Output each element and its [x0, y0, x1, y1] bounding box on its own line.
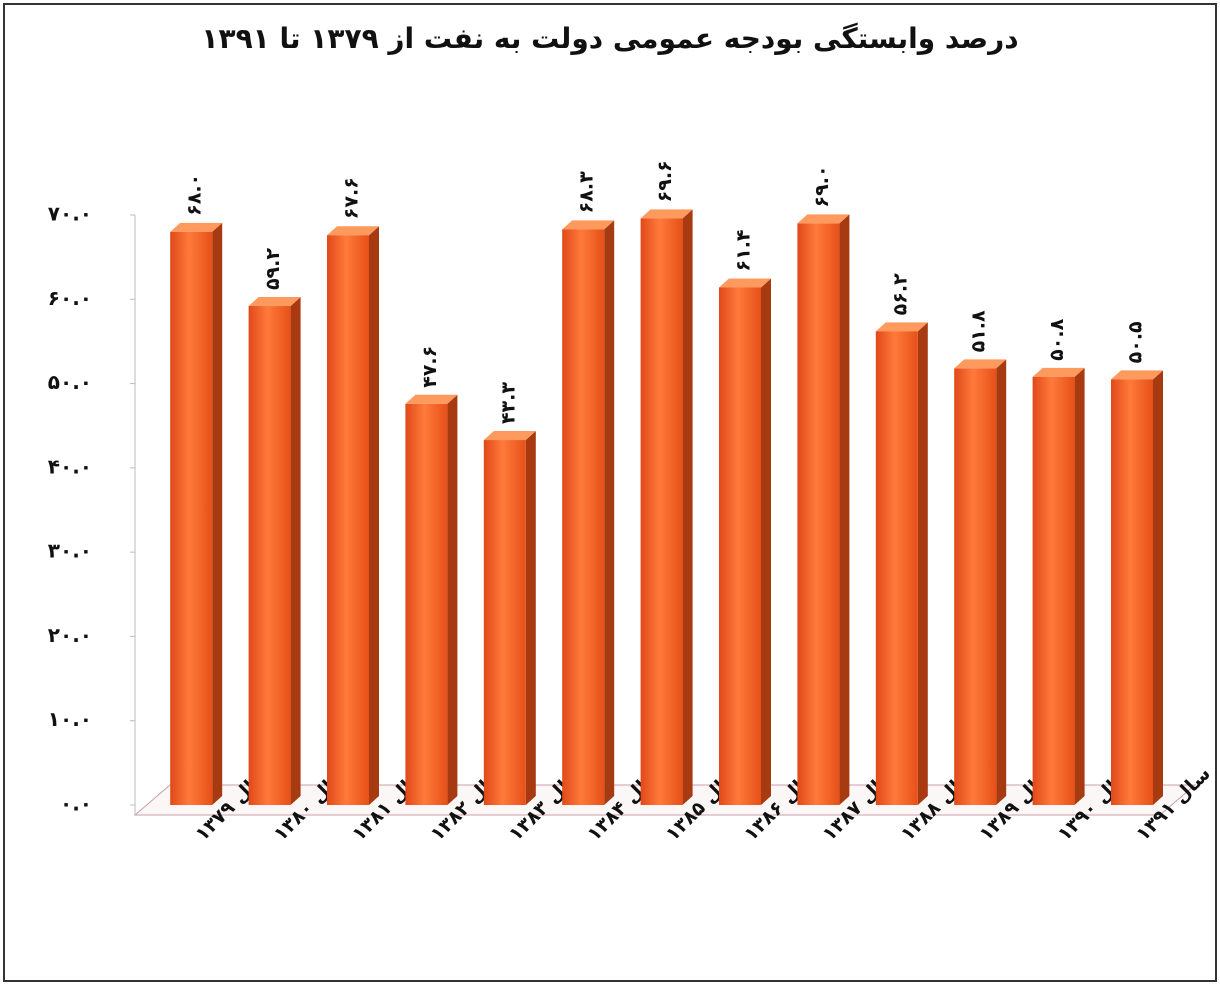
bar-top: [248, 297, 301, 307]
value-label: ۵۱.۸: [968, 310, 990, 352]
bar-top: [1032, 367, 1085, 377]
bar-side: [525, 431, 536, 805]
bar-top: [640, 209, 693, 219]
frame: [3, 3, 1217, 982]
value-label: ۴۳.۳: [497, 382, 519, 424]
bar-side: [1074, 367, 1085, 805]
bar: [327, 235, 369, 805]
bar: [797, 223, 840, 805]
bar: [640, 218, 683, 805]
chart-title: درصد وابستگی بودجه عمومی دولت به نفت از …: [201, 22, 1018, 55]
bar-top: [483, 431, 536, 441]
bar-side: [839, 214, 850, 805]
bar-side: [212, 222, 223, 805]
value-label: ۶۸.۰: [184, 174, 206, 216]
y-tick-label: ۰.۰: [60, 792, 92, 816]
value-label: ۶۹.۰: [811, 165, 833, 207]
value-label: ۴۷.۶: [419, 346, 441, 388]
bar-side: [682, 209, 693, 805]
y-tick-label: ۳۰.۰: [48, 539, 92, 563]
value-label: ۵۶.۲: [889, 273, 911, 315]
bar-side: [917, 322, 928, 805]
bar: [483, 440, 526, 805]
bar-top: [405, 394, 458, 404]
bar: [875, 331, 918, 805]
bar-top: [954, 359, 1007, 369]
y-tick-label: ۷۰.۰: [48, 202, 92, 226]
bar-side: [761, 278, 771, 805]
value-label: ۶۸.۳: [576, 171, 598, 213]
y-tick-label: ۲۰.۰: [48, 623, 92, 647]
bar-top: [562, 220, 615, 230]
bar: [170, 231, 213, 805]
value-label: ۵۰.۵: [1125, 321, 1147, 363]
bar: [405, 403, 448, 805]
value-label: ۵۰.۸: [1046, 318, 1068, 360]
bar-top: [797, 214, 850, 224]
bar-top: [875, 322, 928, 332]
value-label: ۶۱.۴: [733, 229, 755, 271]
bar: [719, 287, 761, 805]
y-tick-label: ۱۰.۰: [48, 707, 92, 731]
bar-side: [447, 394, 458, 805]
y-tick-label: ۴۰.۰: [48, 454, 92, 478]
bar: [1032, 376, 1075, 805]
bar-top: [327, 226, 379, 236]
bar: [1111, 379, 1153, 805]
bar: [248, 306, 291, 805]
value-label: ۶۷.۶: [341, 177, 363, 219]
value-label: ۵۹.۲: [262, 248, 284, 290]
bar-side: [369, 226, 379, 805]
bar-top: [719, 278, 771, 288]
bar-side: [604, 220, 615, 806]
bar: [954, 368, 997, 805]
y-tick-label: ۵۰.۰: [48, 370, 92, 394]
bar-top: [170, 222, 223, 232]
y-tick-label: ۶۰.۰: [48, 286, 92, 310]
bar: [562, 229, 605, 806]
value-label: ۶۹.۶: [654, 160, 676, 202]
bar-side: [996, 359, 1007, 805]
bar-side: [1153, 370, 1163, 805]
bar-side: [290, 297, 301, 805]
bar-top: [1111, 370, 1163, 380]
